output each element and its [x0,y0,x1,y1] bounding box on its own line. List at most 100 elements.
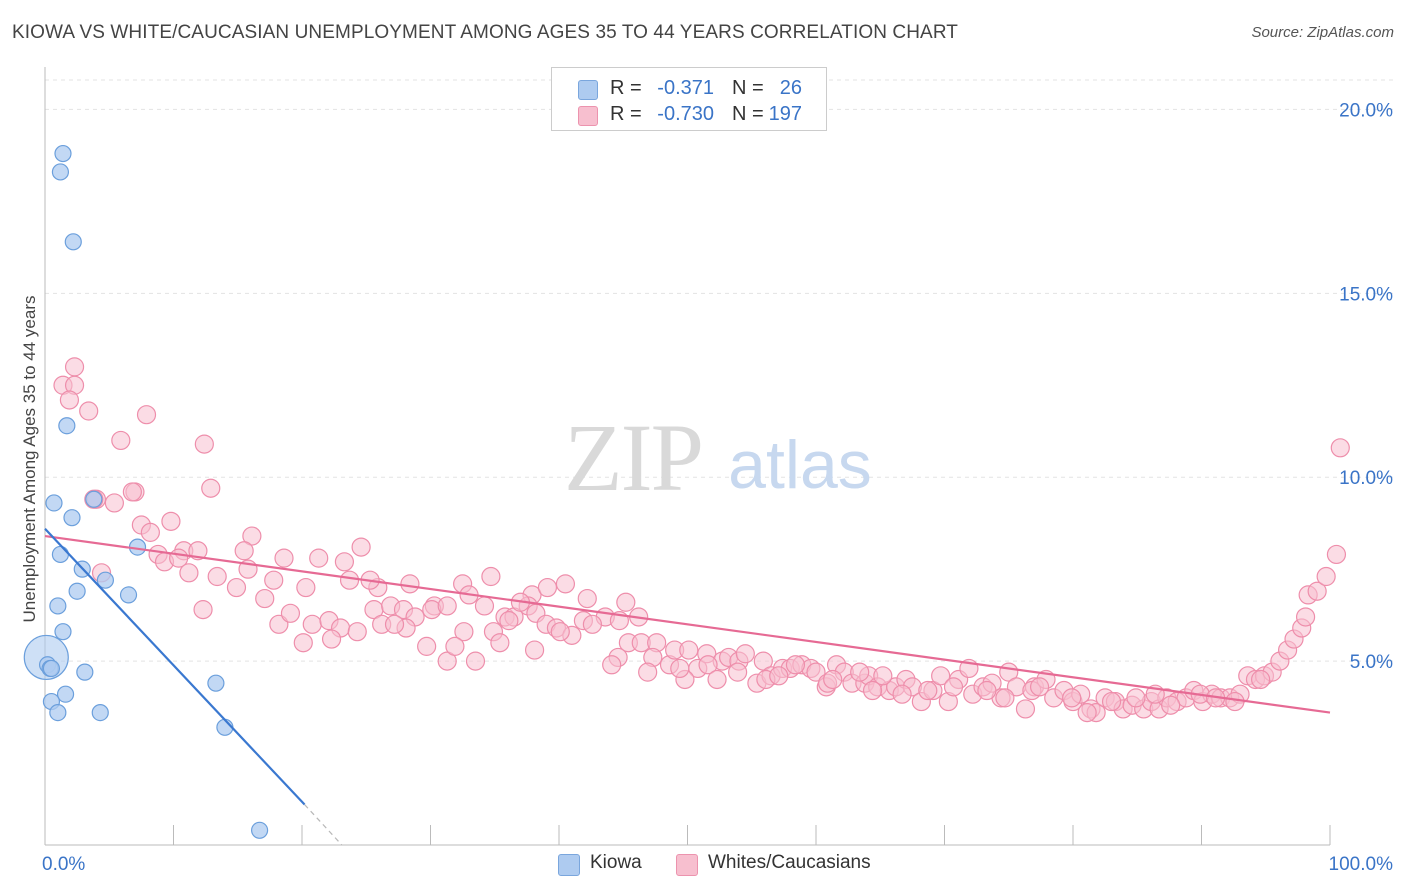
white-caucasian-point [188,541,208,561]
white-caucasian-point [977,680,997,701]
legend-n-label: N = [732,77,764,99]
watermark-zip: ZIP [564,404,702,511]
bottom-legend-label-whites: Whites/Caucasians [708,852,871,873]
white-caucasian-point [1251,669,1271,690]
white-caucasian-point [321,629,342,649]
white-caucasian-point [104,493,124,513]
white-caucasian-point [351,537,371,557]
white-caucasian-point [193,600,213,620]
white-caucasian-point [1307,581,1327,601]
white-caucasian-point [1126,688,1146,708]
white-caucasian-point [269,614,289,634]
trend-lines [44,527,1331,846]
legend-swatch-whites [578,106,598,126]
tick-labels: 5.0% 10.0% 15.0% 20.0% 0.0% 100.0% [42,100,1393,875]
kiowa-point [250,821,269,839]
white-caucasian-point [670,658,690,679]
watermark: ZIP atlas [564,404,872,511]
white-caucasian-point [445,636,465,656]
white-caucasian-point [59,390,80,410]
white-caucasian-point [347,622,367,642]
white-caucasian-point [1330,438,1350,458]
kiowa-trend-extension [304,804,343,846]
white-caucasian-point [582,614,603,634]
white-caucasian-point [309,548,329,568]
kiowa-point [91,703,109,722]
white-caucasian-point [1161,695,1181,715]
white-caucasian-point [207,566,227,587]
kiowa-point [51,163,70,181]
white-caucasian-point [264,570,284,590]
white-caucasian-point [1101,691,1122,712]
white-caucasian-point [1316,566,1336,587]
white-caucasian-point [296,577,316,598]
kiowa-point [76,663,94,681]
white-caucasian-point [201,478,221,498]
legend-swatch-kiowa [578,80,598,100]
white-caucasian-point [602,655,622,675]
y-tick-label: 20.0% [1339,100,1393,121]
white-caucasian-point [302,614,322,634]
y-tick-label: 10.0% [1339,468,1393,489]
white-caucasian-point [943,677,964,697]
white-caucasian-point [1077,702,1097,723]
y-tick-label: 5.0% [1350,652,1393,673]
watermark-atlas: atlas [728,427,872,503]
white-caucasian-point [1015,699,1036,719]
legend-n-value: 26 [779,77,802,99]
bottom-legend-swatch-kiowa [558,854,580,876]
white-caucasian-point [280,603,301,623]
bottom-legend-label-kiowa: Kiowa [590,852,642,873]
white-caucasian-point [234,541,254,561]
kiowa-point [45,494,63,512]
kiowa-trend-line [44,527,306,806]
white-caucasian-point [437,596,457,616]
legend-r-value: -0.371 [657,77,714,99]
kiowa-point [56,685,75,703]
white-caucasian-point [417,636,437,656]
kiowa-point [96,571,114,589]
white-caucasian-point [769,666,789,686]
axes [44,67,1331,846]
legend-row-whites: R = -0.730 N = 197 [552,102,826,128]
white-caucasian-point [823,669,843,690]
white-caucasian-point [1062,688,1082,708]
white-caucasian-point [161,511,181,531]
white-caucasian-point [400,574,420,594]
white-caucasian-point [179,563,199,583]
white-caucasian-point [679,640,699,660]
white-caucasian-point [499,611,519,631]
legend-r-value: -0.730 [657,103,714,125]
kiowa-points [23,144,269,839]
white-caucasian-point [862,680,883,701]
white-caucasian-point [111,430,131,451]
white-caucasian-point [707,669,727,690]
white-caucasian-point [136,405,157,425]
white-caucasian-point [274,548,294,568]
white-caucasian-point [806,662,826,682]
source-credit: Source: ZipAtlas.com [1251,24,1394,41]
white-caucasian-point [537,577,558,598]
white-caucasian-point [140,522,160,542]
white-caucasian-point [892,684,912,704]
kiowa-point [49,597,67,615]
white-caucasian-point [384,614,405,634]
white-caucasian-point [474,596,495,616]
chart-title: KIOWA VS WHITE/CAUCASIAN UNEMPLOYMENT AM… [12,22,959,43]
white-caucasian-point [481,566,501,587]
white-caucasian-point [995,688,1015,708]
y-tick-label: 15.0% [1339,284,1393,305]
kiowa-point [207,674,225,692]
legend-r-label: R = [610,103,642,125]
white-caucasian-point [79,401,99,421]
white-caucasian-point [735,644,755,664]
x-tick-label: 0.0% [42,854,85,875]
white-caucasian-point [1225,691,1245,712]
white-caucasian-point [550,622,570,642]
kiowa-point [119,586,138,604]
white-caucasian-point [334,552,355,572]
kiowa-point [51,545,70,564]
white-caucasian-point [122,482,142,502]
legend-row-kiowa: R = -0.371 N = 26 [552,76,826,102]
